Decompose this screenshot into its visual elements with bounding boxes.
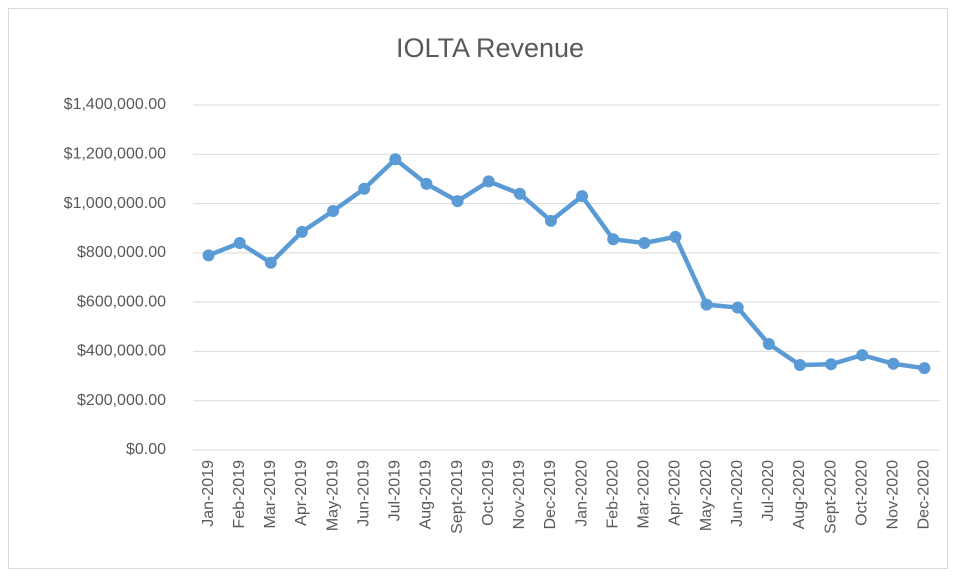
y-tick-label: $1,000,000.00 <box>64 195 166 212</box>
y-tick-label: $800,000.00 <box>77 244 166 261</box>
data-point <box>825 358 838 371</box>
data-point <box>482 175 495 188</box>
x-tick-label: Apr-2020 <box>667 460 684 526</box>
x-tick-label: Jun-2019 <box>355 460 372 527</box>
x-tick-label: Dec-2019 <box>542 460 559 529</box>
y-tick-label: $1,400,000.00 <box>64 96 166 113</box>
data-point <box>793 358 806 371</box>
data-point <box>202 249 215 262</box>
data-point <box>420 177 433 190</box>
data-point <box>389 153 402 166</box>
x-tick-label: Feb-2019 <box>231 460 248 529</box>
data-point <box>576 190 589 203</box>
data-point <box>264 256 277 269</box>
x-tick-label: Nov-2019 <box>511 460 528 529</box>
data-point <box>731 301 744 314</box>
x-tick-label: Jun-2020 <box>729 460 746 527</box>
y-tick-label: $0.00 <box>126 441 166 458</box>
data-point <box>327 204 340 217</box>
data-point <box>669 230 682 243</box>
x-tick-label: Mar-2019 <box>262 460 279 529</box>
x-tick-label: May-2020 <box>698 460 715 531</box>
data-point <box>918 362 931 375</box>
y-tick-label: $1,200,000.00 <box>64 146 166 163</box>
y-tick-label: $600,000.00 <box>77 293 166 310</box>
y-tick-label: $400,000.00 <box>77 343 166 360</box>
chart-border <box>8 8 948 569</box>
x-tick-label: Aug-2020 <box>791 460 808 529</box>
x-tick-label: Aug-2019 <box>418 460 435 529</box>
data-point <box>607 233 620 246</box>
data-point <box>295 225 308 238</box>
x-tick-label: Dec-2020 <box>916 460 933 529</box>
x-tick-label: Oct-2019 <box>480 460 497 526</box>
x-tick-label: Oct-2020 <box>853 460 870 526</box>
x-tick-label: Jul-2019 <box>387 460 404 521</box>
data-point <box>233 237 246 249</box>
data-point <box>700 298 713 311</box>
x-tick-label: Jul-2020 <box>760 460 777 521</box>
data-point <box>762 338 775 351</box>
data-point <box>513 187 526 200</box>
x-tick-label: Apr-2019 <box>293 460 310 526</box>
data-point <box>358 182 371 195</box>
x-tick-label: Sept-2019 <box>449 460 466 534</box>
x-tick-label: Sept-2020 <box>822 460 839 534</box>
data-point <box>451 195 464 208</box>
data-point <box>544 214 557 227</box>
data-point <box>638 237 651 249</box>
data-point <box>856 349 869 362</box>
x-tick-label: May-2019 <box>324 460 341 531</box>
data-point <box>887 357 900 370</box>
x-tick-label: Nov-2020 <box>885 460 902 529</box>
y-tick-label: $200,000.00 <box>77 392 166 409</box>
x-tick-label: Feb-2020 <box>604 460 621 529</box>
chart-title: IOLTA Revenue <box>396 33 584 63</box>
x-tick-label: Jan-2020 <box>573 460 590 527</box>
x-tick-label: Jan-2019 <box>200 460 217 527</box>
x-tick-label: Mar-2020 <box>636 460 653 529</box>
